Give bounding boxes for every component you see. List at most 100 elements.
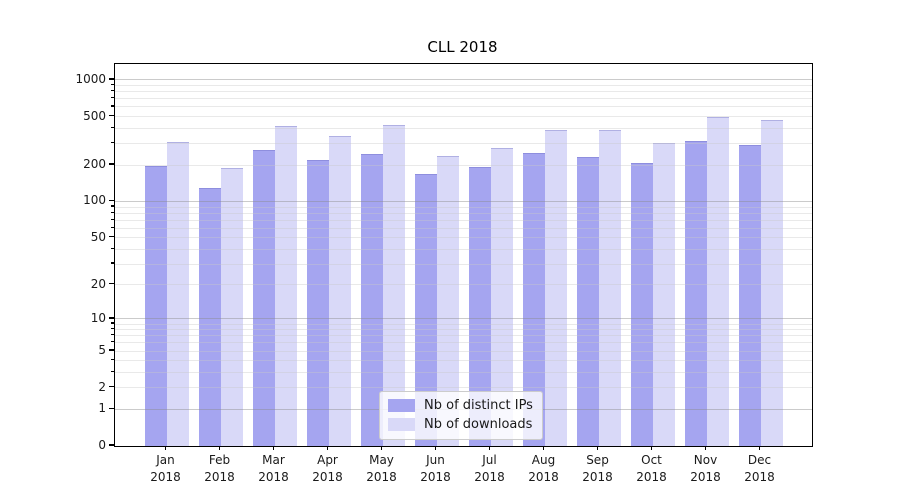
y-minor-tick-mark xyxy=(111,90,114,92)
bar-ips-jun xyxy=(414,173,437,446)
bar-ips-nov xyxy=(684,141,707,446)
bar-ips-dec xyxy=(738,145,761,446)
bar-downloads-feb xyxy=(220,168,243,446)
y-tick-mark xyxy=(109,444,114,446)
x-tick-month: Mar xyxy=(262,453,285,467)
minor-gridline xyxy=(115,360,812,362)
y-tick-label: 0 xyxy=(98,438,106,452)
x-tick-month: Nov xyxy=(693,453,718,467)
y-tick-mark xyxy=(109,78,114,80)
y-minor-tick-mark xyxy=(111,322,114,324)
gridlines-layer xyxy=(115,64,812,446)
y-minor-tick-mark xyxy=(111,359,114,361)
x-tick-mark xyxy=(326,446,329,450)
bar-downloads-jun xyxy=(436,156,459,446)
x-tick-month: May xyxy=(369,453,394,467)
minor-gridline xyxy=(115,329,812,331)
bar-ips-jul xyxy=(468,167,491,446)
bar-ips-may xyxy=(360,154,383,446)
x-tick-mark xyxy=(596,446,599,450)
bar-downloads-nov xyxy=(706,117,729,446)
minor-gridline xyxy=(115,116,812,118)
y-tick-mark xyxy=(109,199,114,202)
x-tick-label: Feb 2018 xyxy=(192,452,248,486)
y-minor-tick-mark xyxy=(111,386,114,388)
bar-downloads-aug xyxy=(544,130,567,446)
x-tick-year: 2018 xyxy=(690,470,721,484)
bar-downloads-dec xyxy=(760,120,783,446)
minor-gridline xyxy=(115,127,812,129)
x-tick-year: 2018 xyxy=(312,470,343,484)
legend-item: Nb of distinct IPs xyxy=(388,396,533,415)
x-tick-mark xyxy=(434,446,437,450)
minor-gridline xyxy=(115,342,812,344)
x-tick-label: Dec 2018 xyxy=(732,452,788,486)
bar-ips-feb xyxy=(198,187,221,446)
y-minor-tick-mark xyxy=(111,334,114,336)
y-minor-tick-mark xyxy=(111,349,114,351)
minor-gridline xyxy=(115,91,812,93)
bar-downloads-apr xyxy=(328,136,351,446)
x-tick-year: 2018 xyxy=(204,470,235,484)
chart-title: CLL 2018 xyxy=(427,38,498,56)
minor-gridline xyxy=(115,323,812,325)
y-minor-tick-mark xyxy=(111,142,114,144)
bar-ips-mar xyxy=(252,150,275,446)
y-minor-tick-mark xyxy=(111,163,114,165)
x-tick-year: 2018 xyxy=(744,470,775,484)
y-tick-label: 20 xyxy=(90,276,106,291)
minor-gridline xyxy=(115,263,812,265)
minor-gridline xyxy=(115,206,812,208)
y-minor-tick-mark xyxy=(111,205,114,207)
x-tick-label: Sep 2018 xyxy=(570,452,626,486)
y-minor-tick-mark xyxy=(111,247,114,249)
y-tick-label: 1000 xyxy=(75,71,106,86)
legend-label-distinct-ips: Nb of distinct IPs xyxy=(424,398,533,413)
x-tick-mark xyxy=(704,446,707,450)
x-tick-label: Nov 2018 xyxy=(678,452,734,486)
legend: Nb of distinct IPs Nb of downloads xyxy=(379,391,543,440)
legend-label-downloads: Nb of downloads xyxy=(424,417,533,432)
bar-downloads-oct xyxy=(652,143,675,446)
x-tick-label: May 2018 xyxy=(354,452,410,486)
x-tick-mark xyxy=(542,446,545,450)
x-tick-label: Oct 2018 xyxy=(624,452,680,486)
x-tick-month: Apr xyxy=(317,453,338,467)
x-tick-month: Aug xyxy=(531,453,556,467)
minor-gridline xyxy=(115,372,812,374)
y-minor-tick-mark xyxy=(111,262,114,264)
bar-ips-aug xyxy=(522,153,545,446)
y-minor-tick-mark xyxy=(111,83,114,86)
x-tick-year: 2018 xyxy=(420,470,451,484)
major-gridline xyxy=(115,79,812,81)
y-tick-mark xyxy=(109,317,114,319)
minor-gridline xyxy=(115,387,812,389)
y-minor-tick-mark xyxy=(111,341,114,343)
minor-gridline xyxy=(115,106,812,108)
minor-gridline xyxy=(115,335,812,337)
x-tick-month: Jul xyxy=(482,453,497,467)
x-tick-label: Jan 2018 xyxy=(138,452,194,486)
minor-gridline xyxy=(115,227,812,229)
x-tick-year: 2018 xyxy=(528,470,559,484)
y-tick-label: 100 xyxy=(83,193,106,208)
x-tick-label: Jun 2018 xyxy=(408,452,464,486)
plot-area: Nb of distinct IPs Nb of downloads xyxy=(114,63,813,447)
bar-downloads-sep xyxy=(598,130,621,446)
y-tick-label: 50 xyxy=(90,229,106,244)
x-tick-year: 2018 xyxy=(636,470,667,484)
y-tick-label: 5 xyxy=(98,343,106,358)
y-minor-tick-mark xyxy=(111,115,114,117)
x-tick-month: Jun xyxy=(426,453,445,467)
x-tick-label: Jul 2018 xyxy=(462,452,518,486)
x-tick-month: Sep xyxy=(586,453,609,467)
x-tick-month: Oct xyxy=(641,453,662,467)
x-tick-mark xyxy=(164,446,167,450)
x-tick-month: Dec xyxy=(747,453,772,467)
legend-item: Nb of downloads xyxy=(388,415,533,434)
x-tick-year: 2018 xyxy=(582,470,613,484)
y-minor-tick-mark xyxy=(111,218,114,220)
y-tick-label: 1 xyxy=(98,401,106,416)
bar-downloads-jan xyxy=(166,142,189,446)
minor-gridline xyxy=(115,284,812,286)
